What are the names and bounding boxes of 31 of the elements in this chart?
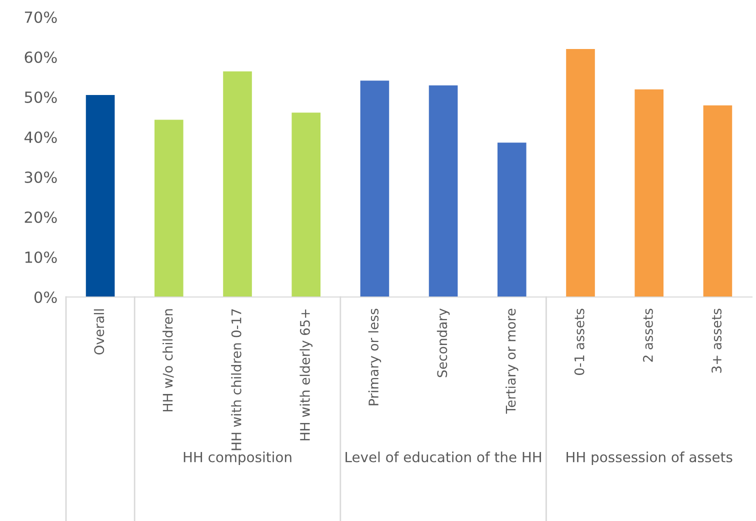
text: HH possession of assets — [566, 452, 732, 465]
text: Level of education of the HH — [346, 452, 541, 462]
text: HH composition — [184, 452, 292, 465]
y-tick-label: 50% — [24, 91, 57, 104]
x-tick-label: HH with children 0-17 — [231, 309, 242, 450]
y-tick-label: 40% — [24, 131, 57, 144]
x-tick-label: 3+ assets — [712, 308, 722, 373]
x-tick-label: Primary or less — [368, 308, 382, 406]
y-tick-label: 20% — [24, 211, 57, 224]
bar — [428, 85, 458, 297]
x-tick-label: Tertiary or more — [506, 308, 518, 414]
x-tick-label: Secondary — [436, 308, 450, 378]
x-tick-label: HH w/o children — [162, 309, 174, 412]
y-tick-label: 60% — [24, 51, 57, 64]
bar — [292, 112, 321, 297]
bar — [154, 120, 184, 297]
bar — [634, 89, 664, 297]
bar — [566, 49, 595, 297]
x-tick-label: 0-1 assets — [574, 308, 584, 375]
x-tick-label: 2 assets — [642, 308, 653, 362]
bar — [86, 95, 115, 297]
x-tick-label: Overall — [94, 309, 104, 355]
bar — [360, 80, 390, 297]
y-tick-label: 70% — [24, 11, 57, 24]
y-tick-label: 30% — [24, 171, 57, 184]
y-tick-label: 10% — [25, 251, 57, 264]
x-tick-label: HH with elderly 65+ — [300, 310, 312, 440]
bar — [497, 142, 526, 297]
bar — [703, 105, 732, 297]
bar — [223, 71, 252, 297]
y-tick-label: 0% — [34, 291, 57, 304]
